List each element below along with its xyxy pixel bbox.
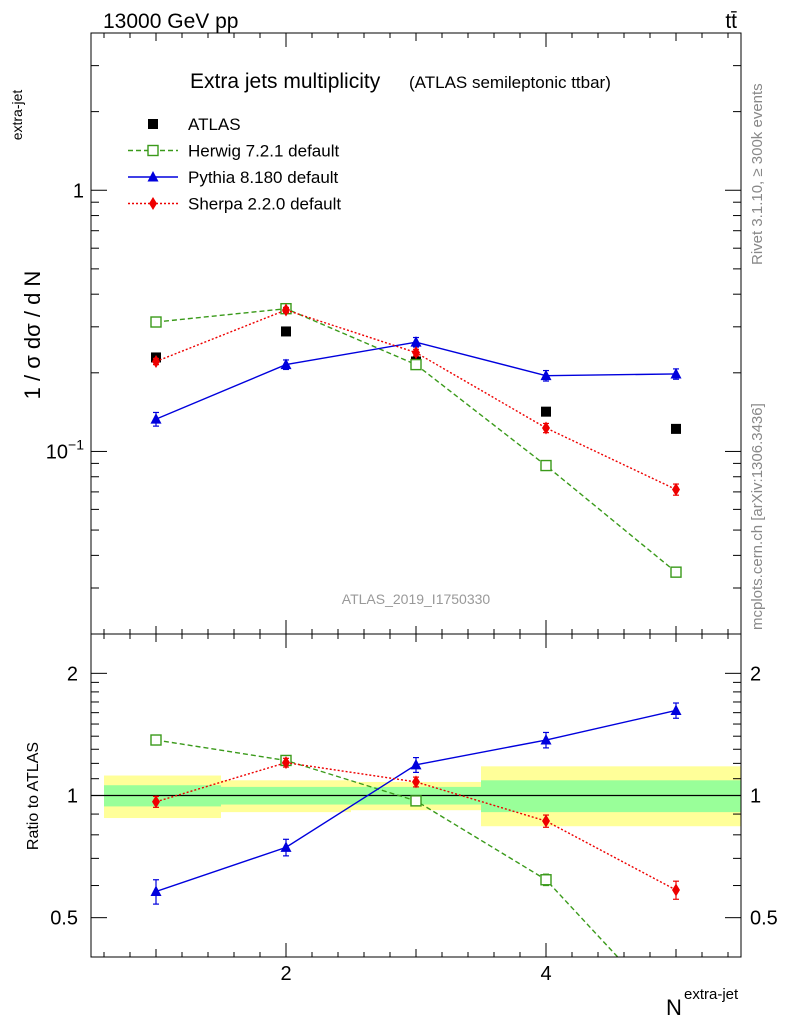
ratio-point-pythia-4: [670, 704, 682, 715]
data-point-pythia-1: [280, 358, 292, 370]
ratio-point-sherpa-3: [542, 814, 550, 828]
y-axis-label-sup: extra-jet: [9, 90, 25, 141]
data-point-pythia-4: [670, 367, 682, 379]
data-point-atlas-4: [671, 423, 681, 434]
ratio-point-sherpa-0: [152, 795, 160, 809]
x-tick-label: 2: [280, 963, 291, 985]
rivet-version-label: Rivet 3.1.10, ≥ 300k events: [749, 83, 766, 265]
ratio-point-sherpa-1: [282, 756, 290, 770]
energy-label: 13000 GeV pp: [103, 10, 238, 33]
y-axis-label-text: 1 / σ dσ / d N: [20, 271, 45, 400]
ratio-point-pythia-3: [540, 734, 552, 745]
chart-subtitle: (ATLAS semileptonic ttbar): [409, 73, 611, 92]
y-tick-label-ratio: 1: [67, 786, 78, 808]
ratio-y-axis-label: Ratio to ATLAS: [25, 742, 42, 850]
ratio-point-herwig-2: [410, 795, 422, 807]
legend-label-pythia: Pythia 8.180 default: [188, 168, 339, 187]
y-tick-label-ratio-right: 0.5: [750, 908, 778, 930]
chart-title: Extra jets multiplicity: [190, 70, 381, 93]
ratio-point-pythia-2: [410, 758, 422, 770]
data-point-pythia-3: [540, 369, 552, 381]
data-point-sherpa-1: [282, 303, 290, 317]
data-point-herwig-0: [150, 316, 162, 328]
ratio-line-sherpa: [155, 761, 677, 891]
legend-entry-atlas: ATLAS: [148, 115, 241, 134]
legend-marker-sherpa: [149, 197, 157, 210]
y-tick-label-main: 1: [73, 180, 84, 202]
data-point-herwig-3: [540, 459, 552, 472]
ratio-point-sherpa-2: [412, 775, 420, 789]
legend-marker-atlas: [148, 119, 158, 129]
y-axis-label-main: 1 / σ dσ / d N: [20, 271, 45, 400]
legend-label-herwig: Herwig 7.2.1 default: [188, 142, 339, 161]
ratio-panel: 0.5 0.5 1 1 2 2 2 4 Ratio to ATLAS N extra-jet: [25, 633, 778, 1020]
data-point-pythia-2: [410, 336, 422, 347]
data-point-herwig-4: [670, 566, 682, 578]
main-marks: [150, 302, 682, 578]
data-point-atlas-1: [281, 326, 291, 337]
legend-marker-herwig: [147, 144, 159, 157]
data-point-sherpa-2: [412, 346, 420, 360]
x-axis-label-main: N: [666, 995, 682, 1020]
main-axes: 1 10−1: [46, 32, 741, 635]
y-tick-label-ratio-right: 1: [750, 786, 761, 808]
data-point-sherpa-0: [152, 354, 160, 368]
mcplots-label: mcplots.cern.ch [arXiv:1306.3436]: [749, 403, 766, 630]
y-tick-label-ratio: 0.5: [50, 908, 78, 930]
ratio-point-sherpa-4: [672, 883, 680, 897]
data-point-herwig-2: [410, 358, 422, 371]
x-tick-label: 4: [540, 963, 551, 985]
x-axis-label: N: [666, 995, 682, 1020]
x-axis-label-sup: extra-jet: [684, 986, 739, 1003]
y-tick-label-main: 10−1: [46, 436, 84, 463]
legend-label-atlas: ATLAS: [188, 115, 241, 134]
legend: ATLAS Herwig 7.2.1 default Pythia 8.180 de…: [128, 115, 341, 214]
y-tick-label-ratio-right: 2: [750, 663, 761, 685]
y-tick-label-ratio: 2: [67, 663, 78, 685]
ratio-point-pythia-0: [150, 885, 162, 897]
watermark: ATLAS_2019_I1750330: [342, 591, 491, 607]
ratio-series: [150, 702, 682, 957]
uncertainty-band-inner-3: [481, 780, 741, 813]
ratio-point-pythia-1: [280, 841, 292, 852]
data-point-pythia-0: [150, 413, 162, 424]
legend-marker-pythia: [147, 171, 159, 182]
ratio-marks: [150, 702, 682, 957]
svg-text:1 / σ dσ / d N: 1 / σ dσ / d N: [20, 271, 45, 400]
process-label: tt̄: [725, 10, 737, 33]
ratio-point-herwig-0: [150, 734, 162, 746]
legend-entry-pythia: Pythia 8.180 default: [128, 168, 339, 187]
legend-label-sherpa: Sherpa 2.2.0 default: [188, 195, 341, 214]
legend-entry-herwig: Herwig 7.2.1 default: [128, 142, 339, 161]
ratio-point-herwig-3: [540, 874, 552, 886]
data-point-sherpa-3: [542, 421, 550, 435]
ratio-axes: 0.5 0.5 1 1 2 2 2 4: [50, 633, 778, 985]
data-point-sherpa-4: [672, 482, 680, 496]
legend-entry-sherpa: Sherpa 2.2.0 default: [128, 195, 341, 214]
main-panel: 1 10−1 Extra jets multiplicity (ATLAS sem…: [9, 32, 742, 635]
data-point-atlas-3: [541, 406, 551, 417]
